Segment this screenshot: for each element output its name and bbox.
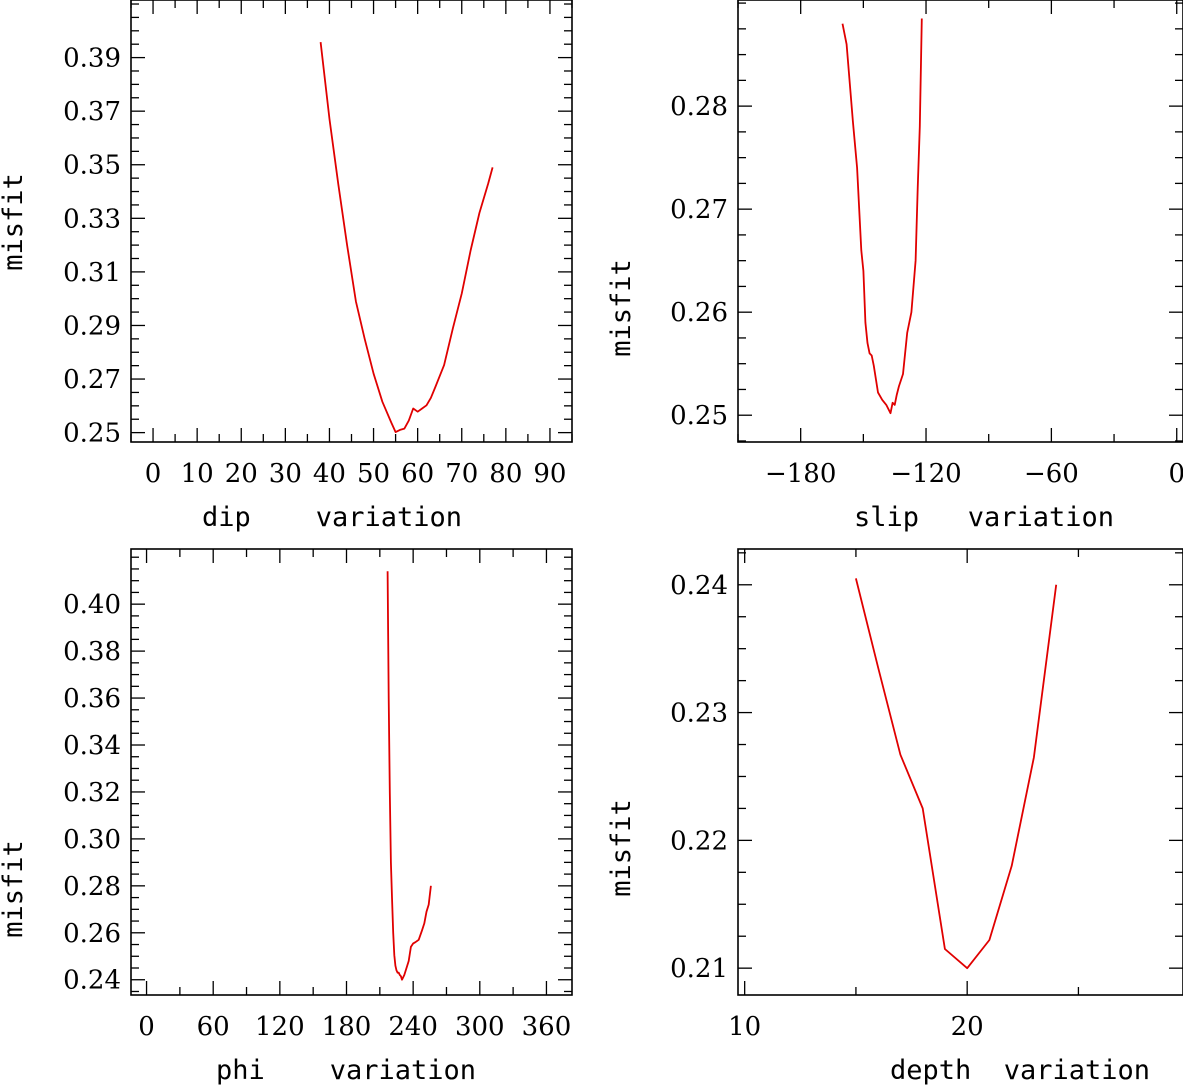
x-tick-label: 180 (322, 1012, 372, 1042)
x-tick-label: 300 (455, 1012, 505, 1042)
y-tick-label: 0.26 (670, 298, 728, 328)
y-tick-label: 0.27 (670, 195, 728, 225)
x-tick-label: 30 (269, 459, 302, 489)
panel-phi: 0 60 120 180 240 300 360 0.24 0.26 0.28 0.30 0.32 0.… (0, 548, 573, 1086)
x-tick-label: −120 (890, 459, 961, 489)
x-axis-label: slip variation (854, 502, 1114, 533)
x-tick-label: −180 (765, 459, 836, 489)
x-tick-label: 60 (197, 1012, 230, 1042)
plot-frame (130, 0, 573, 443)
y-tick-label: 0.34 (63, 731, 121, 761)
y-tick-label: 0.31 (63, 258, 121, 288)
y-axis-label: misfit (0, 173, 29, 271)
x-tick-label: 0 (1168, 459, 1183, 489)
x-axis-label: phi variation (216, 1055, 476, 1086)
x-tick-label: 40 (313, 459, 346, 489)
y-tick-label: 0.24 (63, 966, 121, 996)
y-tick-label: 0.28 (670, 92, 728, 122)
panel-slip: −180 −120 −60 0 0.25 0.26 0.27 0.28 slip variati… (606, 0, 1183, 533)
panel-dip: 0 10 20 30 40 50 60 70 80 90 0.25 0.27 0.29 0.31 0.33 0… (0, 0, 573, 533)
x-tick-label: −60 (1024, 459, 1079, 489)
plot-frame (737, 548, 1183, 996)
x-axis-label: depth variation (890, 1055, 1150, 1086)
y-tick-label: 0.26 (63, 919, 121, 949)
x-tick-label: 20 (951, 1012, 984, 1042)
y-tick-label: 0.21 (670, 954, 728, 984)
y-tick-label: 0.33 (63, 204, 121, 234)
y-tick-label: 0.28 (63, 872, 121, 902)
y-tick-label: 0.27 (63, 365, 121, 395)
y-tick-label: 0.35 (63, 151, 121, 181)
y-tick-label: 0.23 (670, 699, 728, 729)
series-line-dip (319, 41, 494, 434)
x-tick-label: 20 (225, 459, 258, 489)
x-tick-label: 10 (181, 459, 214, 489)
y-tick-label: 0.39 (63, 44, 121, 74)
y-tick-label: 0.25 (63, 419, 121, 449)
panel-depth: 10 20 0.21 0.22 0.23 0.24 depth variation misfi… (606, 548, 1183, 1086)
y-tick-label: 0.36 (63, 684, 121, 714)
x-tick-label: 10 (728, 1012, 761, 1042)
x-axis-label: dip variation (202, 502, 462, 533)
y-axis-label: misfit (606, 259, 637, 357)
y-tick-label: 0.25 (670, 401, 728, 431)
y-tick-label: 0.38 (63, 637, 121, 667)
y-tick-label: 0.30 (63, 825, 121, 855)
x-tick-label: 70 (445, 459, 478, 489)
x-tick-label: 0 (145, 459, 162, 489)
x-tick-label: 60 (401, 459, 434, 489)
series-line-depth (855, 578, 1058, 970)
y-axis-label: misfit (606, 799, 637, 897)
x-tick-label: 90 (533, 459, 566, 489)
y-tick-label: 0.40 (63, 590, 121, 620)
y-tick-label: 0.22 (670, 826, 728, 856)
x-tick-label: 240 (388, 1012, 438, 1042)
y-tick-label: 0.29 (63, 311, 121, 341)
plot-frame (737, 0, 1183, 443)
x-tick-label: 120 (255, 1012, 305, 1042)
x-tick-label: 80 (489, 459, 522, 489)
y-tick-label: 0.24 (670, 571, 728, 601)
y-axis-label: misfit (0, 840, 29, 938)
y-tick-label: 0.37 (63, 97, 121, 127)
plot-frame (130, 548, 573, 996)
x-tick-label: 0 (138, 1012, 155, 1042)
x-tick-label: 50 (357, 459, 390, 489)
y-tick-label: 0.32 (63, 778, 121, 808)
x-tick-label: 360 (522, 1012, 572, 1042)
series-line-phi (386, 571, 432, 981)
series-line-slip (841, 18, 923, 415)
